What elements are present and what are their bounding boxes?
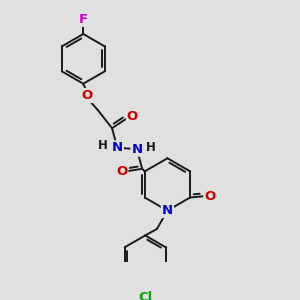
Text: O: O <box>127 110 138 123</box>
Text: H: H <box>98 139 108 152</box>
Text: O: O <box>82 89 93 102</box>
Text: F: F <box>79 13 88 26</box>
Text: Cl: Cl <box>138 291 152 300</box>
Text: N: N <box>162 204 173 217</box>
Text: N: N <box>112 141 123 154</box>
Text: H: H <box>146 140 156 154</box>
Text: O: O <box>204 190 216 203</box>
Text: O: O <box>116 165 128 178</box>
Text: N: N <box>131 142 142 156</box>
